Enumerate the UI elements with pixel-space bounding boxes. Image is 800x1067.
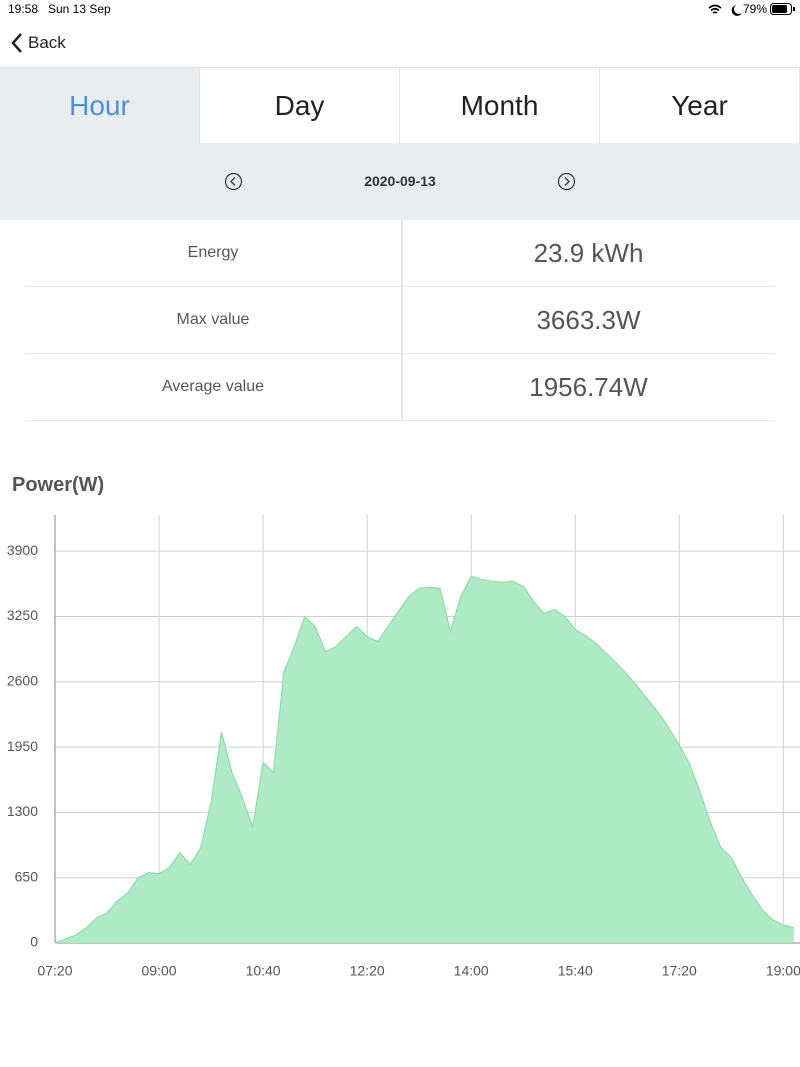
y-tick-label: 3900	[7, 542, 38, 558]
y-tick-label: 0	[30, 934, 38, 950]
y-tick-label: 1950	[7, 738, 38, 754]
area-line	[54, 575, 794, 944]
divider	[0, 67, 800, 68]
tab[interactable]: Day	[200, 68, 400, 143]
stat-label: Energy	[187, 244, 239, 261]
y-tick-label: 2600	[7, 672, 38, 688]
y-tick-label: 1300	[7, 803, 38, 819]
date-bar: 2020-09-13	[0, 143, 800, 220]
chart-title: Power(W)	[12, 474, 105, 496]
back-label: Back	[28, 33, 66, 52]
back-button[interactable]: Back	[10, 30, 66, 56]
x-tick-label: 15:40	[558, 963, 593, 979]
x-tick-label: 09:00	[142, 963, 177, 979]
back-chevron	[11, 33, 22, 53]
chart: 0 650 1300 1950 2600 3250 3900 07:20 09:00 10:40 1…	[7, 515, 800, 979]
stat-row: Max value 3663.3W	[25, 287, 775, 354]
x-tick-label: 17:20	[662, 963, 697, 979]
status-icons	[708, 4, 742, 16]
prev-date-button[interactable]	[224, 172, 243, 191]
area-fill	[55, 576, 794, 943]
x-tick-label: 19:00	[766, 963, 800, 979]
x-tick-label: 07:20	[37, 963, 72, 979]
stat-row: Average value 1956.74W	[25, 354, 775, 421]
next-date-button[interactable]	[557, 172, 576, 191]
battery-icon	[770, 3, 795, 15]
stat-value: 23.9 kWh	[533, 237, 644, 268]
stat-row: Energy 23.9 kWh	[25, 220, 775, 287]
status-battery: 79%	[743, 2, 768, 16]
y-tick-label: 3250	[7, 607, 38, 623]
stat-value: 3663.3W	[536, 304, 641, 335]
tab[interactable]: Hour	[0, 68, 200, 143]
x-tick-label: 10:40	[246, 963, 281, 979]
x-tick-label: 12:20	[350, 963, 385, 979]
status-date: Sun 13 Sep	[48, 2, 111, 16]
tab[interactable]: Month	[400, 68, 600, 143]
stat-label: Max value	[176, 311, 250, 328]
table-divider	[401, 220, 403, 420]
stat-value: 1956.74W	[529, 371, 648, 402]
status-time: 19:58	[8, 2, 39, 16]
date-label: 2020-09-13	[364, 173, 436, 189]
y-tick-label: 650	[15, 868, 39, 884]
tab[interactable]: Year	[600, 68, 800, 143]
x-tick-label: 14:00	[454, 963, 489, 979]
stat-label: Average value	[162, 378, 264, 395]
